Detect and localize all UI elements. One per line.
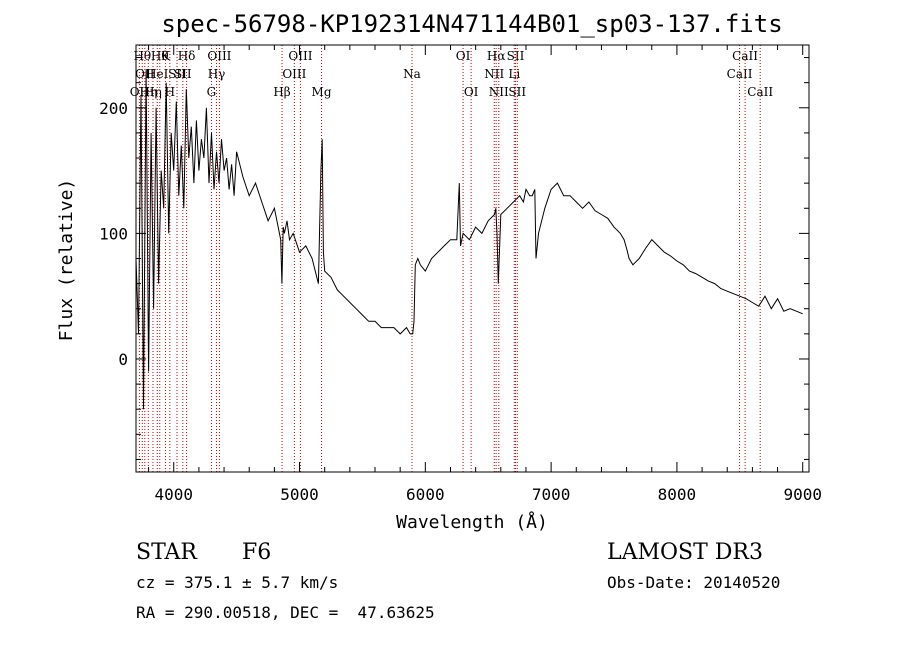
line-label: Hη [139,85,157,99]
spectrum-series [135,70,803,410]
line-label: Li [508,67,520,81]
object-subclass: F6 [242,540,272,565]
y-tick-label: 200 [99,99,128,118]
chart-title: spec-56798-KP192314N471144B01_sp03-137.f… [161,10,782,38]
line-label: OII [135,67,155,81]
line-label: G [207,85,217,99]
line-label: CaII [747,85,773,99]
line-label: SII [508,85,526,99]
x-tick-label: 6000 [406,485,445,504]
line-label: Na [403,67,421,81]
redshift-velocity: cz = 375.1 ± 5.7 km/s [136,573,339,592]
line-label: SII [174,67,192,81]
x-axis-label: Wavelength (Å) [396,511,548,533]
coordinates: RA = 290.00518, DEC = 47.63625 [136,603,435,622]
line-label: NII [484,67,504,81]
line-label: Hθ [133,49,151,63]
line-label: Hη [144,85,162,99]
line-label: OI [456,49,471,63]
line-label: HeI [146,67,169,81]
line-label: OIII [207,49,231,63]
plot-frame [135,44,810,473]
x-tick-label: 5000 [280,485,319,504]
object-class: STAR [136,540,197,565]
line-label: NII [489,85,509,99]
line-label: OI [464,85,479,99]
line-label: CaII [727,67,753,81]
line-label: Hθ [151,49,169,63]
x-tick-label: 7000 [532,485,571,504]
line-label: SII [168,67,186,81]
x-tick-label: 4000 [154,485,193,504]
x-tick-label: 9000 [783,485,822,504]
line-label: CaII [732,49,758,63]
line-label: Hδ [178,49,196,63]
line-markers: OIIHθOIIHηHηHeIHθKHSIISIIHδGHγOIIIHβOIII… [130,45,773,472]
line-label: OIII [288,49,312,63]
y-tick-label: 0 [118,350,128,369]
observation-date: Obs-Date: 20140520 [607,573,781,592]
line-label: Hβ [273,85,290,99]
x-tick-label: 8000 [658,485,697,504]
line-label: K [161,49,171,63]
y-tick-label: 100 [99,224,128,243]
line-label: Hγ [208,67,226,81]
axis-ticks: 4000 5000 6000 7000 8000 9000 0 100 200 [99,45,822,504]
survey-name: LAMOST DR3 [607,540,763,565]
line-label: SII [507,49,525,63]
spectrum-line [135,70,803,410]
line-label: Mg [312,85,332,99]
line-label: OII [130,85,150,99]
line-label: H [165,85,175,99]
line-label: OIII [282,67,306,81]
y-axis-label: Flux (relative) [56,179,77,342]
line-label: Hα [487,49,506,63]
